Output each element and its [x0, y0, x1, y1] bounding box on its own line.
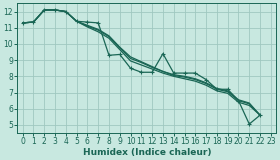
X-axis label: Humidex (Indice chaleur): Humidex (Indice chaleur)	[83, 148, 211, 156]
